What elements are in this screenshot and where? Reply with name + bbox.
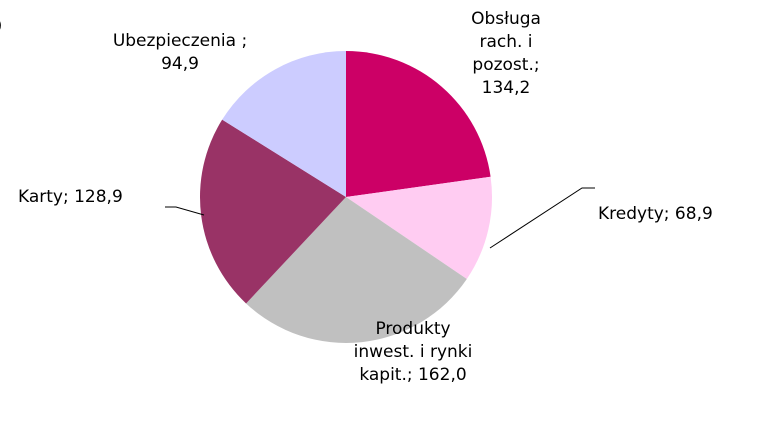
data-label: Produkty inwest. i rynki kapit.; 162,0 [353,319,473,385]
pie-slice [246,197,467,343]
pie-slice [346,51,491,197]
pie-slice [222,51,346,197]
leader-line [489,187,595,249]
data-label: Ubezpieczenia ; 94,9 [112,31,248,74]
data-label: Obsługa rach. i pozost.; 134,2 [471,9,541,98]
pie-slice [346,176,492,279]
chart-title: ) [0,18,3,38]
data-label: Karty; 128,9 [18,187,123,207]
data-label: Kredyty; 68,9 [598,204,713,224]
leader-line [165,206,205,216]
pie-slice [199,119,346,304]
